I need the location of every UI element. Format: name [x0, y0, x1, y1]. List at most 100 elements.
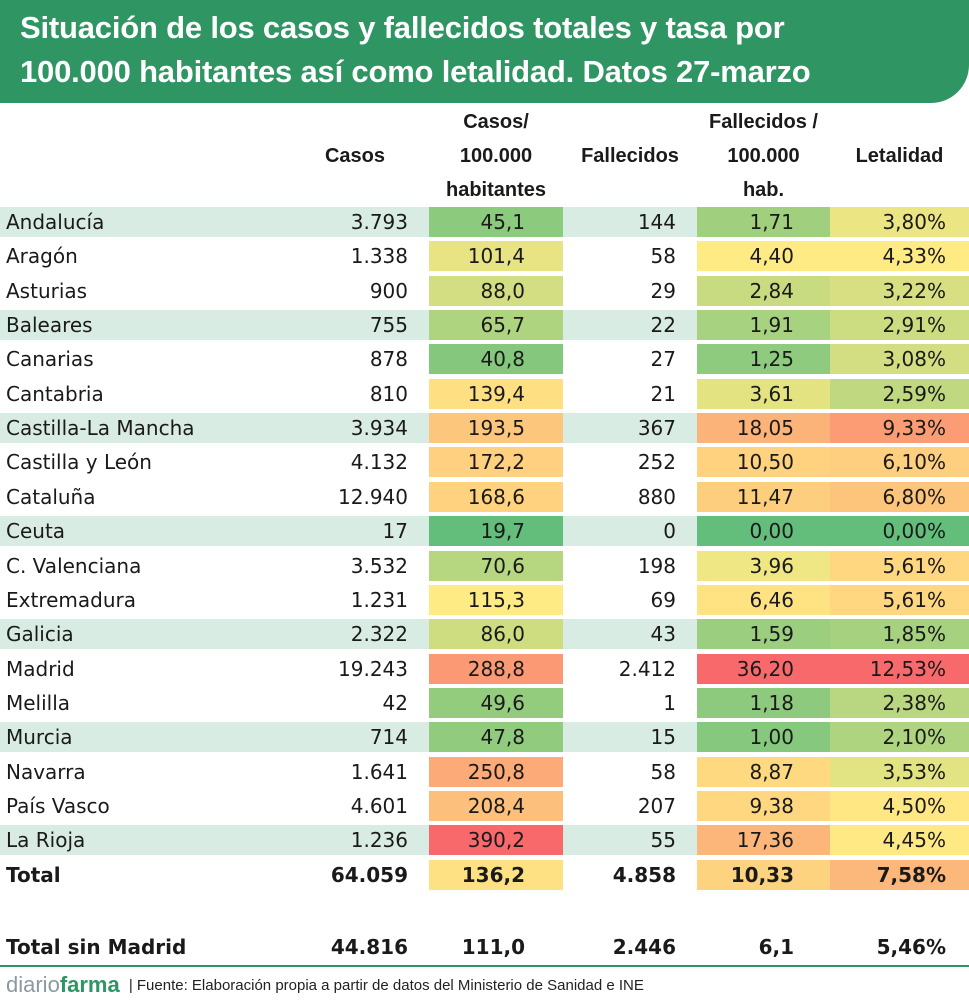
footer-divider [0, 965, 969, 967]
cell-fallecidos: 15 [650, 725, 676, 749]
table-row: Navarra 1.641 250,8 58 8,87 3,53% [0, 757, 969, 787]
cell-fallecidos-tasa: 11,47 [697, 482, 830, 512]
cell-tasa: 111,0 [461, 935, 525, 959]
cell-fallecidos: 2.446 [612, 935, 676, 959]
cell-casos: 1.338 [350, 244, 408, 268]
cell-casos: 878 [369, 347, 408, 371]
cell-region: C. Valenciana [6, 554, 142, 578]
cell-region: Castilla-La Mancha [6, 416, 195, 440]
cell-letalidad: 5,61% [830, 585, 969, 615]
cell-casos: 17 [382, 519, 408, 543]
cell-casos: 2.322 [350, 622, 408, 646]
cell-fallecidos-tasa: 17,36 [697, 825, 830, 855]
header-tasa: Casos/ 100.000 habitantes [445, 111, 547, 201]
table-row: Castilla y León 4.132 172,2 252 10,50 6,10% [0, 447, 969, 477]
cell-fallecidos: 1 [663, 691, 676, 715]
cell-fallecidos-tasa: 3,61 [697, 379, 830, 409]
cell-tasa: 208,4 [429, 791, 563, 821]
cell-casos: 4.601 [350, 794, 408, 818]
cell-tasa: 168,6 [429, 482, 563, 512]
source-note: | Fuente: Elaboración propia a partir de… [128, 976, 644, 994]
cell-region: Asturias [6, 279, 88, 303]
cell-tasa: 172,2 [429, 447, 563, 477]
cell-casos: 1.231 [350, 588, 408, 612]
cell-region: Castilla y León [6, 450, 152, 474]
cell-fallecidos: 58 [650, 760, 676, 784]
cell-fallecidos-tasa: 1,91 [697, 310, 830, 340]
table-row: C. Valenciana 3.532 70,6 198 3,96 5,61% [0, 551, 969, 581]
cell-tasa: 65,7 [429, 310, 563, 340]
cell-fallecidos-tasa: 3,96 [697, 551, 830, 581]
cell-letalidad: 6,10% [830, 447, 969, 477]
cell-tasa: 101,4 [429, 241, 563, 271]
cell-fallecidos: 21 [650, 382, 676, 406]
footer: diariofarma | Fuente: Elaboración propia… [6, 972, 644, 997]
cell-fallecidos: 55 [650, 828, 676, 852]
cell-letalidad: 4,45% [830, 825, 969, 855]
cell-tasa: 45,1 [429, 207, 563, 237]
cell-letalidad: 2,10% [830, 722, 969, 752]
cell-letalidad: 3,80% [830, 207, 969, 237]
cell-letalidad: 5,61% [830, 551, 969, 581]
cell-region: Andalucía [6, 210, 105, 234]
cell-tasa: 47,8 [429, 722, 563, 752]
cell-fallecidos: 27 [650, 347, 676, 371]
cell-tasa: 115,3 [429, 585, 563, 615]
cell-fallecidos-tasa: 9,38 [697, 791, 830, 821]
cell-fallecidos: 2.412 [618, 657, 676, 681]
cell-fallecidos-tasa: 2,84 [697, 276, 830, 306]
cell-letalidad: 2,38% [830, 688, 969, 718]
table-row: La Rioja 1.236 390,2 55 17,36 4,45% [0, 825, 969, 855]
cell-casos: 714 [369, 725, 408, 749]
cell-fallecidos: 144 [637, 210, 676, 234]
cell-tasa: 86,0 [429, 619, 563, 649]
cell-region: Galicia [6, 622, 74, 646]
table-row: Aragón 1.338 101,4 58 4,40 4,33% [0, 241, 969, 271]
cell-casos: 3.934 [350, 416, 408, 440]
cell-casos: 12.940 [338, 485, 408, 509]
cell-fallecidos-tasa: 1,59 [697, 619, 830, 649]
cell-region: Aragón [6, 244, 78, 268]
cell-fallecidos: 29 [650, 279, 676, 303]
cell-region: Navarra [6, 760, 86, 784]
title-line-1: Situación de los casos y fallecidos tota… [20, 10, 785, 45]
table-row: Madrid 19.243 288,8 2.412 36,20 12,53% [0, 654, 969, 684]
table-row: Asturias 900 88,0 29 2,84 3,22% [0, 276, 969, 306]
cell-tasa: 139,4 [429, 379, 563, 409]
cell-fallecidos-tasa: 1,25 [697, 344, 830, 374]
cell-fallecidos: 207 [637, 794, 676, 818]
table-row: Galicia 2.322 86,0 43 1,59 1,85% [0, 619, 969, 649]
cell-tasa: 193,5 [429, 413, 563, 443]
cell-region: Total [6, 863, 61, 887]
table-row: Andalucía 3.793 45,1 144 1,71 3,80% [0, 207, 969, 237]
cell-casos: 900 [369, 279, 408, 303]
cell-tasa: 88,0 [429, 276, 563, 306]
cell-letalidad: 2,59% [830, 379, 969, 409]
cell-tasa: 40,8 [429, 344, 563, 374]
cell-casos: 64.059 [330, 863, 408, 887]
total-row: Total 64.059 136,2 4.858 10,33 7,58% [0, 860, 969, 890]
cell-fallecidos-tasa: 1,18 [697, 688, 830, 718]
cell-fallecidos: 0 [663, 519, 676, 543]
header-fallecidos: Fallecidos [581, 145, 679, 167]
cell-region: Cataluña [6, 485, 96, 509]
cell-casos: 810 [369, 382, 408, 406]
cell-region: Ceuta [6, 519, 66, 543]
cell-fallecidos-tasa: 0,00 [697, 516, 830, 546]
cell-region: Extremadura [6, 588, 136, 612]
cell-fallecidos: 43 [650, 622, 676, 646]
cell-region: Madrid [6, 657, 75, 681]
cell-fallecidos-tasa: 6,46 [697, 585, 830, 615]
cell-fallecidos: 69 [650, 588, 676, 612]
cell-letalidad: 5,46% [876, 935, 946, 959]
cell-letalidad: 1,85% [830, 619, 969, 649]
total-sin-madrid-row: Total sin Madrid 44.816 111,0 2.446 6,1 5,46% [0, 932, 969, 962]
table-row: Baleares 755 65,7 22 1,91 2,91% [0, 310, 969, 340]
cell-fallecidos: 22 [650, 313, 676, 337]
cell-casos: 44.816 [330, 935, 408, 959]
table-row: Melilla 42 49,6 1 1,18 2,38% [0, 688, 969, 718]
table-row: Murcia 714 47,8 15 1,00 2,10% [0, 722, 969, 752]
cell-region: Cantabria [6, 382, 104, 406]
cell-casos: 3.793 [350, 210, 408, 234]
cell-letalidad: 7,58% [830, 860, 969, 890]
